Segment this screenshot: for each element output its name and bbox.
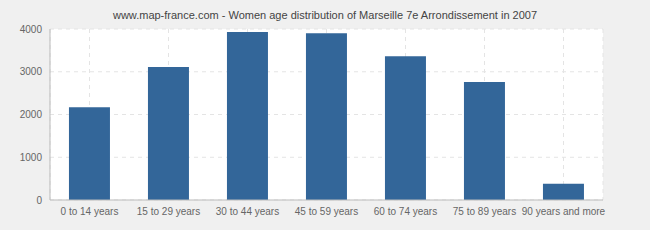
svg-text:15 to 29 years: 15 to 29 years — [137, 206, 200, 217]
svg-text:4000: 4000 — [20, 24, 43, 35]
svg-text:1000: 1000 — [20, 152, 43, 163]
svg-text:75 to 89 years: 75 to 89 years — [453, 206, 516, 217]
svg-text:3000: 3000 — [20, 66, 43, 77]
svg-text:2000: 2000 — [20, 109, 43, 120]
svg-text:0: 0 — [36, 195, 42, 206]
svg-text:60 to 74 years: 60 to 74 years — [374, 206, 437, 217]
html-text:www.map-france.com - Women age: www.map-france.com - Women age distribut… — [112, 9, 537, 21]
svg-text:30 to 44 years: 30 to 44 years — [216, 206, 279, 217]
svg-text:90 years and more: 90 years and more — [522, 206, 606, 217]
svg-text:45 to 59 years: 45 to 59 years — [295, 206, 358, 217]
svg-text:0 to 14 years: 0 to 14 years — [61, 206, 119, 217]
